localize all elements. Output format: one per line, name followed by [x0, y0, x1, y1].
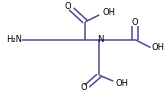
- Text: O: O: [64, 2, 71, 11]
- Text: O: O: [81, 83, 87, 92]
- Text: OH: OH: [151, 43, 164, 52]
- Text: O: O: [132, 18, 138, 27]
- Text: OH: OH: [116, 79, 129, 88]
- Text: N: N: [97, 35, 103, 44]
- Text: H₂N: H₂N: [6, 35, 22, 44]
- Text: OH: OH: [102, 8, 116, 17]
